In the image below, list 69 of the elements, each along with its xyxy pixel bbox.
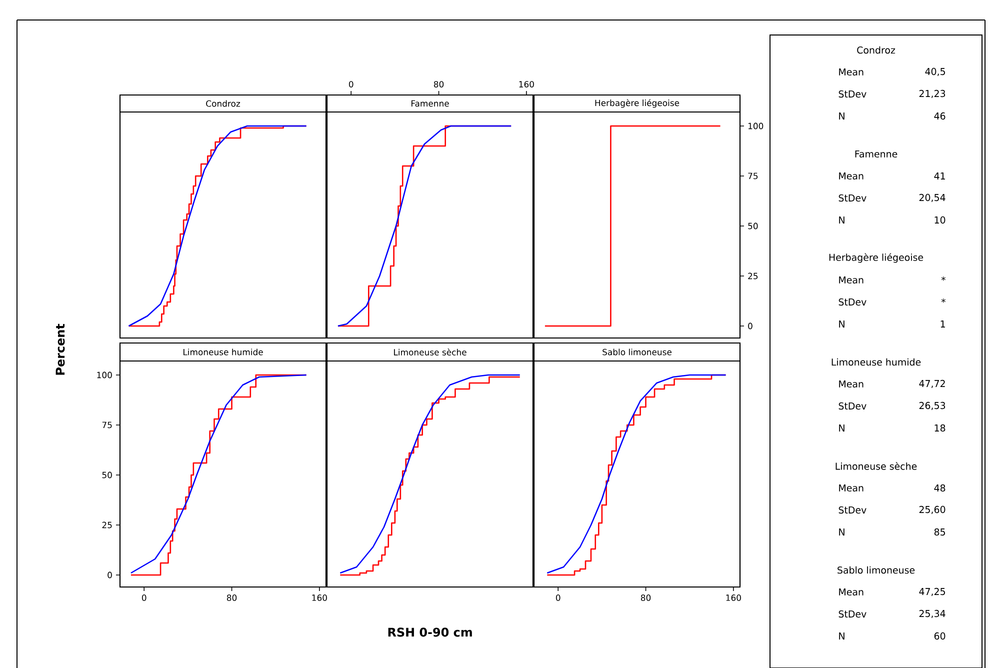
y-tick-label: 50 [102,472,112,478]
text: StDev [838,610,866,618]
text: 46 [934,112,946,120]
chart-title: Herbagère liégeoise [595,99,680,108]
text: * [941,276,946,281]
text: 85 [934,528,945,536]
chart-title: Condroz [206,100,240,107]
text: Limoneuse sèche [836,462,917,470]
text: Sablo limoneuse [838,566,915,574]
x-tick-label: 160 [312,594,327,601]
text: * [941,298,946,303]
text: N [839,112,844,120]
text: N [839,216,844,224]
text: StDev [838,90,866,98]
text: StDev [838,194,866,202]
x-tick-label: 160 [726,594,741,601]
y-tick-label: 0 [748,322,752,330]
y-axis-title: Percent [56,324,65,375]
text: 1 [940,320,945,328]
text: N [839,320,844,328]
text: 10 [934,216,946,224]
x-tick-label: 160 [519,81,534,88]
y-tick-label: 75 [748,172,758,180]
text: 21,23 [919,90,946,98]
y-tick-label: 50 [748,222,758,230]
text: Mean [839,276,864,284]
text: Limoneuse humide [832,358,921,366]
text: Mean [839,588,864,596]
text: Herbagère liégeoise [829,253,924,263]
text: Mean [839,68,864,76]
x-tick-label: 80 [434,81,444,88]
y-tick-label: 75 [102,422,112,428]
text: N [839,424,844,432]
y-tick-label: 100 [97,372,112,378]
text: 20,54 [919,194,946,202]
x-tick-label: 0 [348,81,354,88]
text: Famenne [855,150,898,158]
text: 41 [934,172,945,180]
text: 26,53 [919,402,946,410]
text: 40,5 [925,68,945,76]
chart-title: Limoneuse sèche [394,348,466,356]
text: Mean [839,380,864,388]
y-tick-label: 0 [108,572,112,578]
chart-title: Limoneuse humide [183,348,263,356]
text: Condroz [857,46,896,54]
text: 47,72 [919,380,945,388]
text: StDev [838,506,866,514]
text: 18 [934,424,946,432]
text: 60 [934,632,946,640]
y-tick-label: 25 [748,272,758,280]
text: N [839,528,844,536]
y-tick-label: 25 [102,522,112,528]
text: Mean [839,172,864,180]
x-axis-title: RSH 0-90 cm [388,628,472,637]
x-tick-label: 80 [226,594,237,601]
x-tick-label: 0 [556,594,560,601]
text: StDev [838,402,866,410]
chart-title: Sablo limoneuse [602,348,672,356]
text: N [839,632,844,640]
x-tick-label: 80 [640,594,651,601]
x-tick-label: 0 [142,594,146,601]
chart-title: Famenne [411,100,449,107]
y-tick-label: 100 [748,122,764,130]
text: StDev [838,298,866,306]
text: 48 [934,484,946,492]
text: Mean [839,484,864,492]
text: 47,25 [919,588,945,596]
text: 25,60 [919,506,946,514]
text: 25,34 [919,610,946,618]
